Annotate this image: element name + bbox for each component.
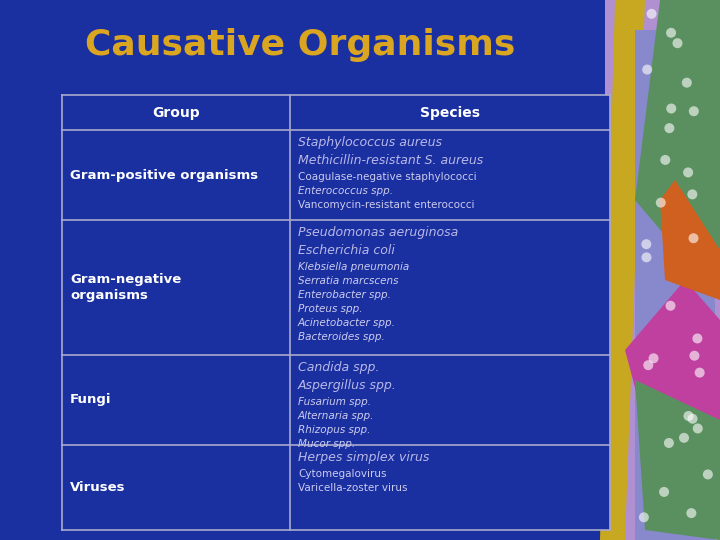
- Text: Aspergillus spp.: Aspergillus spp.: [298, 379, 397, 392]
- Circle shape: [689, 106, 699, 116]
- Circle shape: [688, 414, 698, 424]
- Circle shape: [642, 252, 652, 262]
- Circle shape: [647, 9, 657, 19]
- Text: Methicillin-resistant S. aureus: Methicillin-resistant S. aureus: [298, 154, 483, 167]
- Polygon shape: [660, 180, 720, 300]
- Text: Coagulase-negative staphylococci: Coagulase-negative staphylococci: [298, 172, 477, 182]
- Circle shape: [664, 438, 674, 448]
- Circle shape: [688, 233, 698, 243]
- Circle shape: [659, 487, 669, 497]
- Circle shape: [639, 512, 649, 522]
- Text: Proteus spp.: Proteus spp.: [298, 304, 362, 314]
- Circle shape: [690, 350, 699, 361]
- Text: Viruses: Viruses: [70, 481, 125, 494]
- Text: Acinetobacter spp.: Acinetobacter spp.: [298, 318, 396, 328]
- Circle shape: [693, 423, 703, 434]
- Text: Rhizopus spp.: Rhizopus spp.: [298, 425, 370, 435]
- Circle shape: [642, 65, 652, 75]
- Circle shape: [693, 334, 703, 343]
- Bar: [605, 0, 720, 540]
- Circle shape: [682, 78, 692, 87]
- Text: Escherichia coli: Escherichia coli: [298, 244, 395, 257]
- Text: Klebsiella pneumonia: Klebsiella pneumonia: [298, 262, 409, 272]
- Text: Cytomegalovirus: Cytomegalovirus: [298, 469, 387, 479]
- Text: Candida spp.: Candida spp.: [298, 361, 379, 374]
- Circle shape: [688, 190, 698, 199]
- Text: Herpes simplex virus: Herpes simplex virus: [298, 451, 429, 464]
- Polygon shape: [635, 380, 720, 540]
- Polygon shape: [625, 280, 720, 500]
- Circle shape: [666, 28, 676, 38]
- Text: Mucor spp.: Mucor spp.: [298, 439, 355, 449]
- Text: Pseudomonas aeruginosa: Pseudomonas aeruginosa: [298, 226, 458, 239]
- Text: Gram-positive organisms: Gram-positive organisms: [70, 168, 258, 181]
- Polygon shape: [635, 0, 720, 300]
- Circle shape: [695, 368, 705, 377]
- Circle shape: [660, 155, 670, 165]
- Text: Staphylococcus aureus: Staphylococcus aureus: [298, 136, 442, 149]
- Text: Causative Organisms: Causative Organisms: [85, 28, 516, 62]
- Text: Enterococcus spp.: Enterococcus spp.: [298, 186, 393, 196]
- Circle shape: [686, 508, 696, 518]
- Circle shape: [666, 104, 676, 113]
- Polygon shape: [600, 0, 645, 540]
- Circle shape: [642, 239, 652, 249]
- Text: Serratia marcscens: Serratia marcscens: [298, 276, 398, 286]
- Circle shape: [679, 433, 689, 443]
- Text: Fungi: Fungi: [70, 394, 112, 407]
- Text: Group: Group: [152, 105, 200, 119]
- Text: Gram-negative
organisms: Gram-negative organisms: [70, 273, 181, 302]
- Text: Enterobacter spp.: Enterobacter spp.: [298, 290, 391, 300]
- Circle shape: [649, 353, 659, 363]
- Text: Alternaria spp.: Alternaria spp.: [298, 411, 374, 421]
- Circle shape: [683, 167, 693, 178]
- Bar: [62, 95, 610, 530]
- Text: Species: Species: [420, 105, 480, 119]
- Text: Fusarium spp.: Fusarium spp.: [298, 397, 371, 407]
- Circle shape: [643, 360, 653, 370]
- Text: Bacteroides spp.: Bacteroides spp.: [298, 332, 384, 342]
- Text: Vancomycin-resistant enterococci: Vancomycin-resistant enterococci: [298, 200, 474, 210]
- Circle shape: [683, 411, 693, 421]
- Text: Varicella-zoster virus: Varicella-zoster virus: [298, 483, 408, 493]
- Circle shape: [703, 469, 713, 480]
- Bar: [635, 30, 715, 540]
- Circle shape: [672, 38, 683, 48]
- Circle shape: [656, 198, 666, 208]
- Circle shape: [665, 123, 675, 133]
- Circle shape: [665, 301, 675, 310]
